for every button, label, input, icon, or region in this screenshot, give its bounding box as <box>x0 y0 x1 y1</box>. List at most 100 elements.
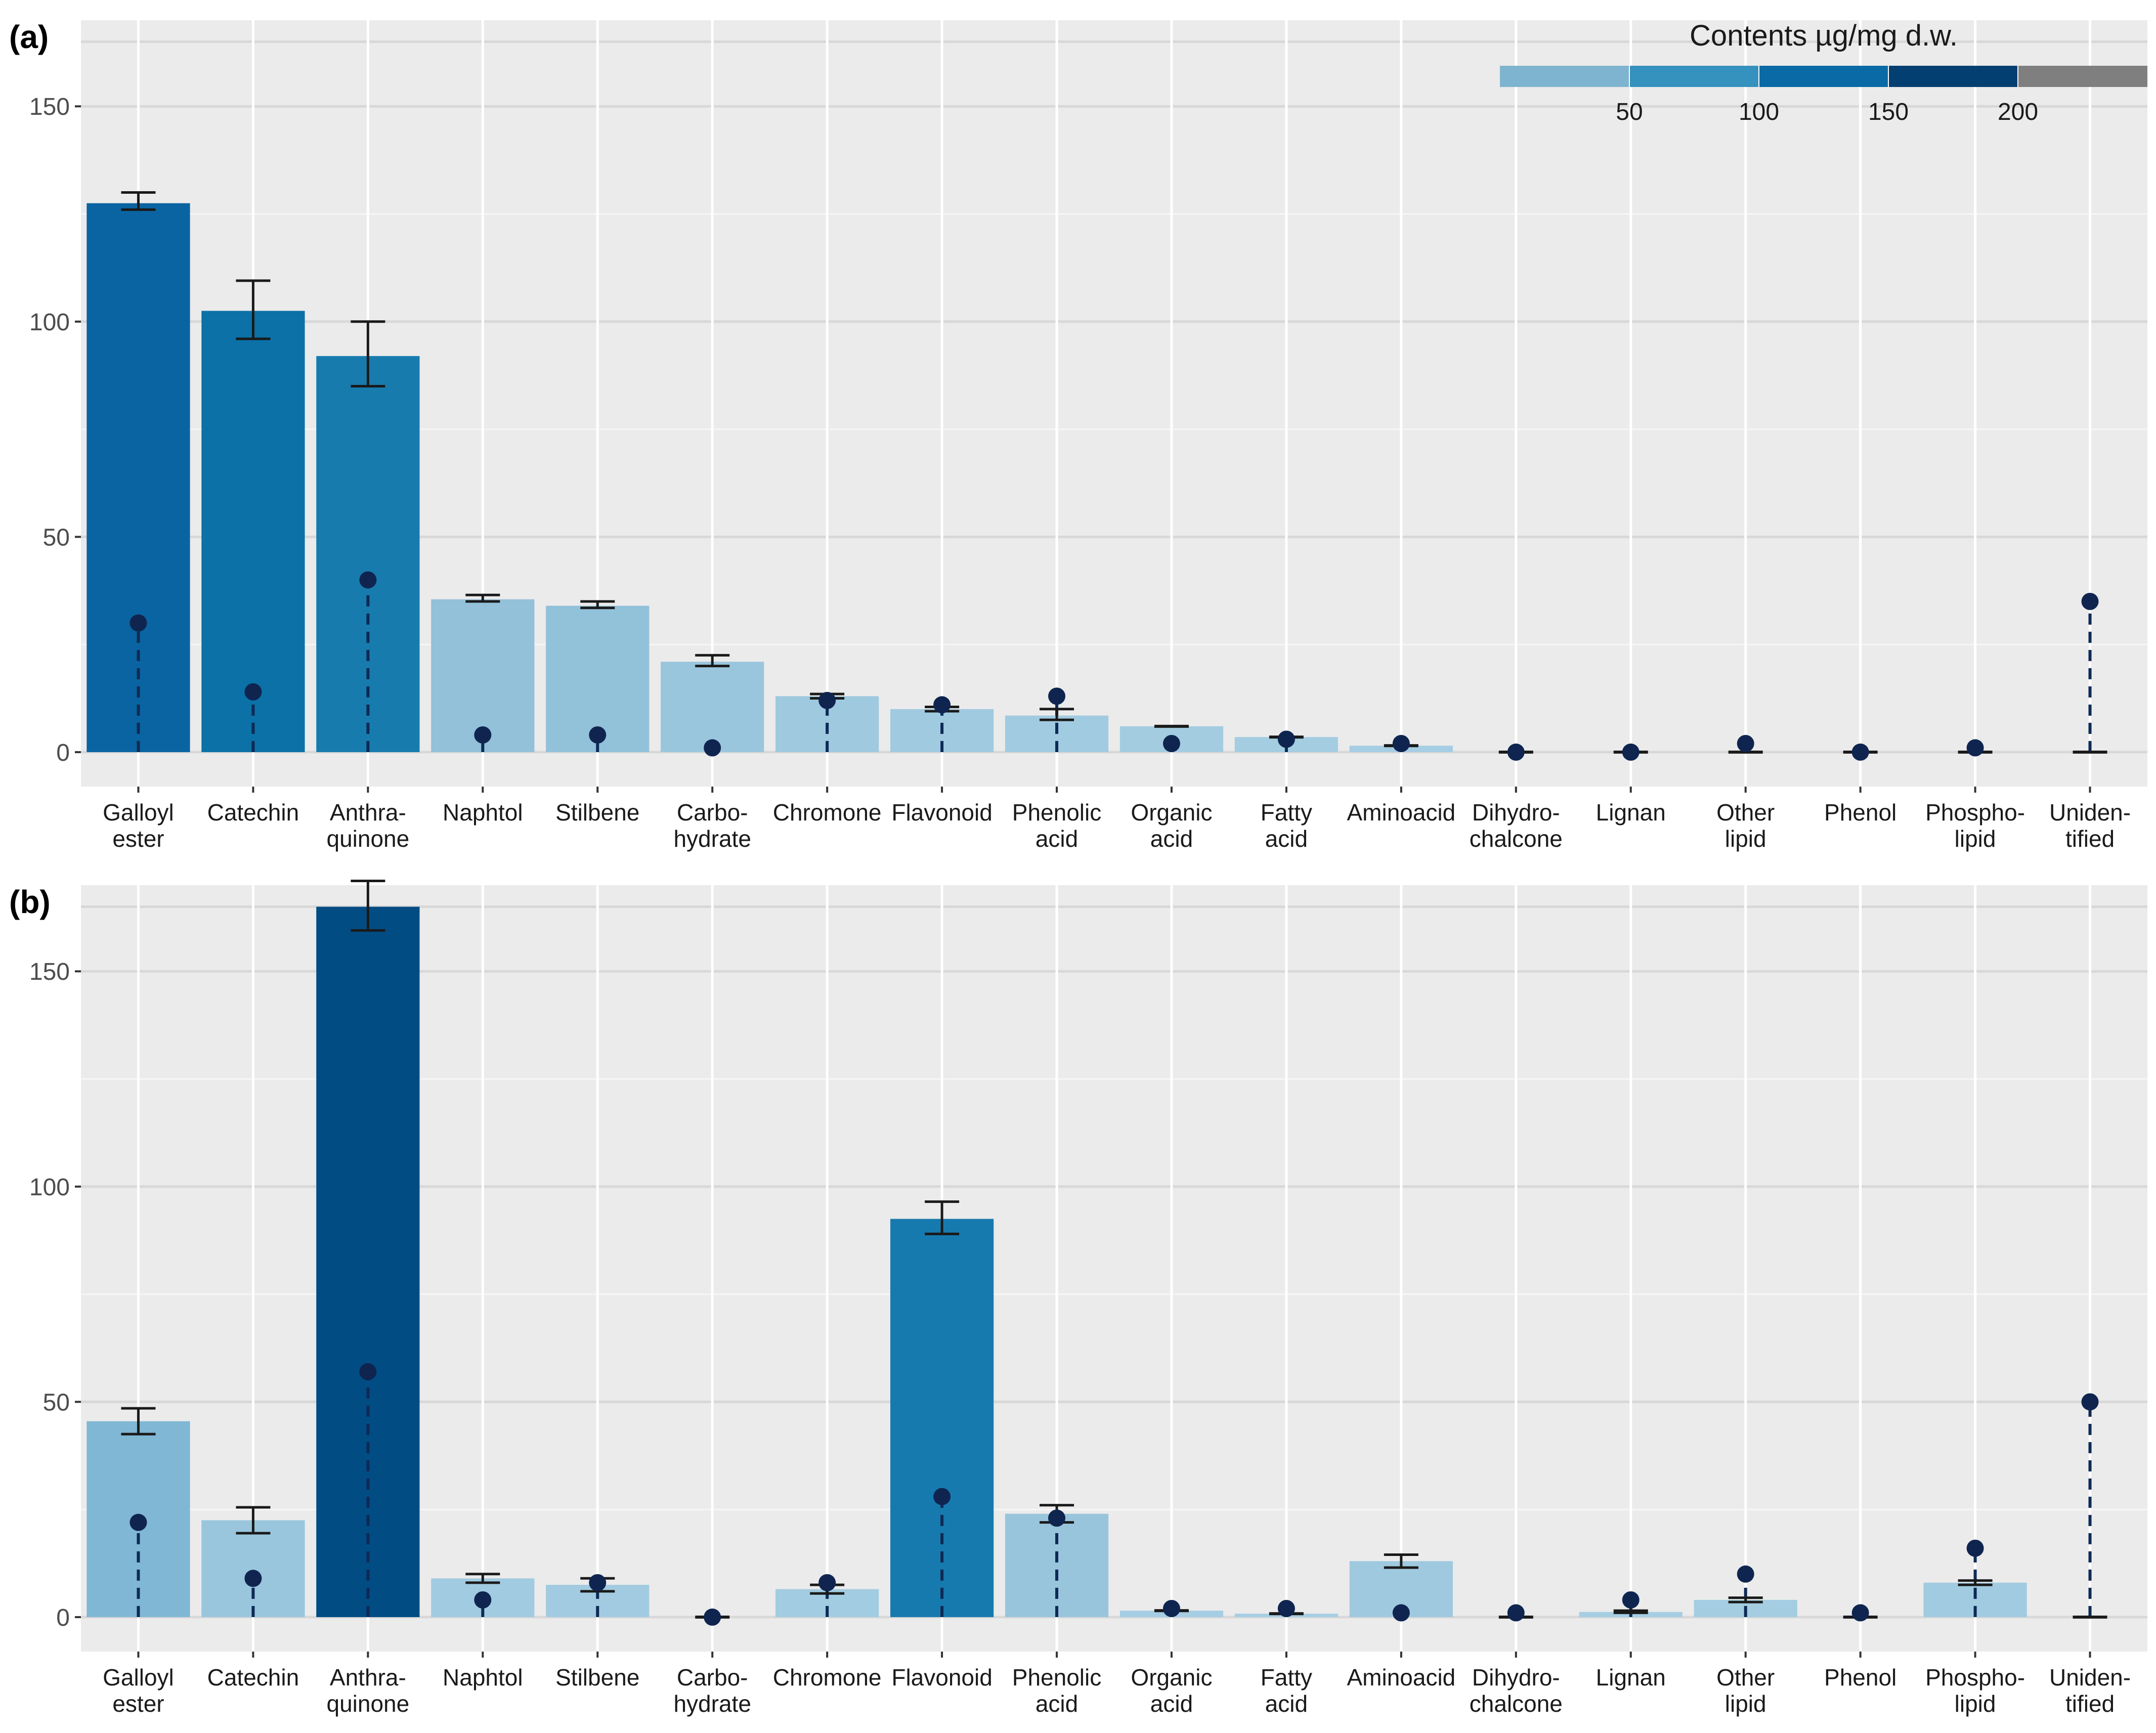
x-tick-label: Dihydro-chalcone <box>1470 1664 1563 1717</box>
panel-a: 0 50 100 150 Galloyl ester Catechin Anthra-quin… <box>9 19 2147 852</box>
x-tick-label-line1: Other <box>1716 799 1775 826</box>
point-4 <box>474 726 492 744</box>
x-tick-label: Stilbene <box>555 799 639 826</box>
point-4 <box>474 1591 492 1609</box>
x-tick-label-line1: Chromone <box>773 1664 882 1691</box>
point-13 <box>1507 1604 1525 1622</box>
point-18 <box>2081 593 2099 611</box>
x-tick-label-line1: Anthra- <box>330 1664 406 1691</box>
x-tick-label-line1: Chromone <box>773 799 882 826</box>
x-tick-label-line2: acid <box>1150 826 1193 852</box>
y-tick-label: 50 <box>43 1389 70 1416</box>
point-14 <box>1622 743 1640 761</box>
x-tick-label-line2: acid <box>1036 826 1078 852</box>
x-tick-label-line1: Phospho- <box>1925 1664 2025 1691</box>
x-tick-label: Phenolic acid <box>1012 1664 1101 1717</box>
x-tick-label-line1: Dihydro- <box>1472 1664 1560 1691</box>
point-8 <box>933 1488 951 1505</box>
x-tick-label-line1: Uniden- <box>2049 1664 2131 1691</box>
legend-tick-label: 200 <box>1998 99 2038 125</box>
x-tick-label-line1: Catechin <box>207 799 299 826</box>
x-tick-label-line1: Phenol <box>1824 1664 1896 1691</box>
x-tick-label-line1: Fatty <box>1261 1664 1312 1691</box>
x-tick-label: Catechin <box>207 799 299 826</box>
y-tick-label: 100 <box>29 309 70 336</box>
plot-background <box>81 885 2147 1652</box>
point-11 <box>1277 1599 1295 1617</box>
x-tick-label-line2: lipid <box>1725 826 1766 852</box>
legend-swatch-3 <box>1759 66 1888 87</box>
x-tick-label: Galloyl ester <box>103 799 174 852</box>
x-tick-label: Lignan <box>1596 799 1666 826</box>
x-tick-label-line2: chalcone <box>1470 826 1563 852</box>
y-tick-label: 50 <box>43 524 70 551</box>
x-tick-label-line1: Stilbene <box>555 1664 639 1691</box>
bar-6 <box>661 662 764 752</box>
x-tick-label: Fatty acid <box>1261 1664 1312 1717</box>
point-10 <box>1162 1599 1180 1617</box>
x-tick-label-line1: Organic <box>1131 1664 1212 1691</box>
x-tick-label-line2: ester <box>112 1691 164 1717</box>
x-tick-label-line2: hydrate <box>673 826 751 852</box>
legend-tick-label: 100 <box>1739 99 1779 125</box>
panel-b: 0 50 100 150 Galloyl ester Catechin Anthra-quin… <box>9 879 2147 1717</box>
bar-2 <box>201 311 305 752</box>
point-12 <box>1392 734 1410 752</box>
x-tick-label: Naphtol <box>443 799 523 826</box>
x-tick-label-line2: ester <box>112 826 164 852</box>
x-tick-label: Dihydro-chalcone <box>1470 799 1563 852</box>
x-tick-label: Other lipid <box>1716 1664 1775 1717</box>
x-tick-label-line1: Organic <box>1131 799 1212 826</box>
legend-swatch-2 <box>1629 66 1759 87</box>
x-tick-label: Flavonoid <box>891 1664 992 1691</box>
point-6 <box>704 739 721 757</box>
legend: Contents µg/mg d.w. 50 100 150 200 <box>1500 19 2147 125</box>
x-tick-label: Catechin <box>207 1664 299 1691</box>
point-9 <box>1048 1509 1066 1527</box>
x-tick-label-line2: acid <box>1265 1691 1308 1717</box>
x-tick-label: Carbo-hydrate <box>673 1664 751 1717</box>
x-tick-label-line2: quinone <box>327 1691 410 1717</box>
x-tick-label-line2: lipid <box>1955 1691 1996 1717</box>
point-10 <box>1162 734 1180 752</box>
x-tick-label: Aminoacid <box>1347 1664 1455 1691</box>
point-12 <box>1392 1604 1410 1622</box>
x-tick-label-line1: Galloyl <box>103 799 174 826</box>
x-tick-label: Fatty acid <box>1261 799 1312 852</box>
legend-tick-label: 150 <box>1868 99 1909 125</box>
x-tick-label-line2: quinone <box>327 826 410 852</box>
x-tick-label: Other lipid <box>1716 799 1775 852</box>
x-tick-label-line1: Phenolic <box>1012 799 1101 826</box>
x-tick-label: Carbo-hydrate <box>673 799 751 852</box>
x-tick-label: Aminoacid <box>1347 799 1455 826</box>
x-tick-label-line1: Dihydro- <box>1472 799 1560 826</box>
x-tick-label-line1: Galloyl <box>103 1664 174 1691</box>
point-8 <box>933 696 951 714</box>
x-tick-label: Chromone <box>773 1664 882 1691</box>
x-tick-label: Phospho-lipid <box>1925 799 2025 852</box>
x-tick-label: Stilbene <box>555 1664 639 1691</box>
panel-label: (b) <box>9 884 51 920</box>
y-tick-label: 150 <box>29 94 70 120</box>
point-6 <box>704 1608 721 1626</box>
x-tick-label-line2: tified <box>2065 1691 2115 1717</box>
x-tick-label-line1: Other <box>1716 1664 1775 1691</box>
legend-swatch-5 <box>2018 66 2147 87</box>
x-tick-label-line1: Carbo- <box>677 1664 748 1691</box>
point-16 <box>1851 1604 1869 1622</box>
x-tick-label: Organic acid <box>1131 1664 1212 1717</box>
x-tick-label: Phospho-lipid <box>1925 1664 2025 1717</box>
x-tick-label: Galloyl ester <box>103 1664 174 1717</box>
x-tick-label-line2: lipid <box>1725 1691 1766 1717</box>
x-tick-label: Anthra-quinone <box>327 1664 410 1717</box>
y-tick-label: 150 <box>29 959 70 985</box>
x-tick-label: Uniden-tified <box>2049 799 2131 852</box>
x-tick-label: Flavonoid <box>891 799 992 826</box>
y-tick-label: 0 <box>56 1605 70 1631</box>
x-tick-label-line1: Phenol <box>1824 799 1896 826</box>
x-tick-label: Chromone <box>773 799 882 826</box>
x-tick-label-line2: acid <box>1150 1691 1193 1717</box>
x-tick-label: Naphtol <box>443 1664 523 1691</box>
x-tick-label-line1: Naphtol <box>443 1664 523 1691</box>
x-tick-label-line1: Anthra- <box>330 799 406 826</box>
